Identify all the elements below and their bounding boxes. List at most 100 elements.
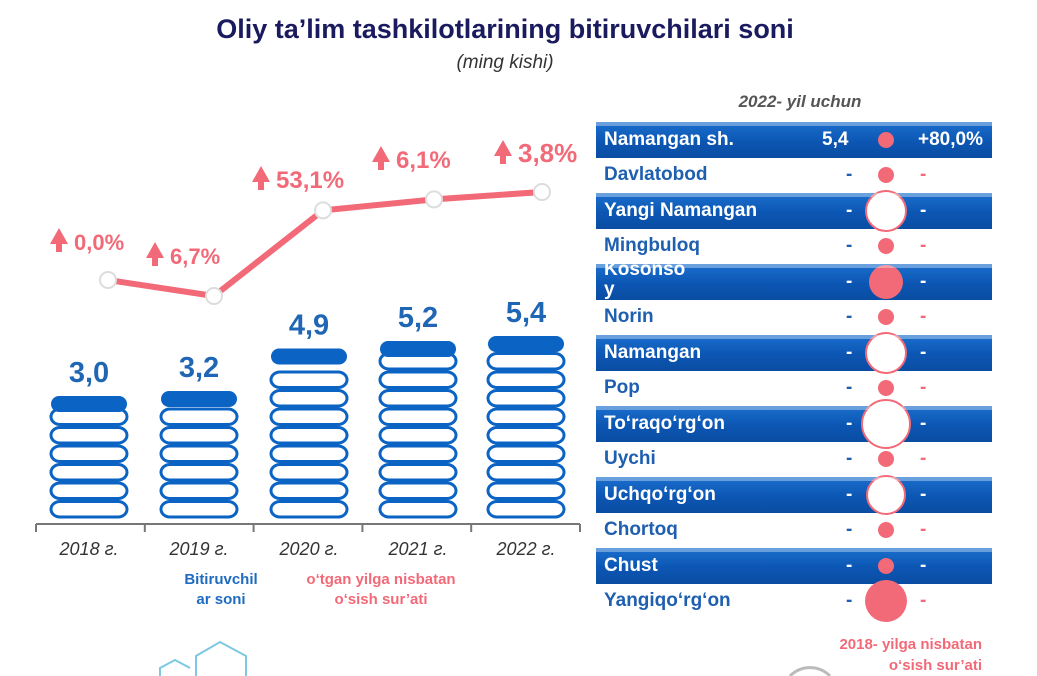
bar-ring [159,407,239,426]
bar-value-label: 5,4 [506,297,546,329]
district-name: Chortoq [604,519,678,541]
district-value: - [846,164,853,186]
district-name: Norin [604,306,654,328]
bar-ring [378,463,458,482]
bar-ring [49,444,129,463]
district-growth: - [920,554,927,576]
district-name: Pop [604,377,640,399]
district-row: Namangan sh. 5,4 +80,0% [596,122,992,158]
bar-ring [486,481,566,500]
district-row: Chust - - [596,548,992,584]
bar-ring [486,407,566,426]
bar-value-label: 3,2 [179,352,219,384]
district-row: Chortoq - - [596,513,992,549]
bar-ring [159,481,239,500]
x-tick-label: 2021 г. [388,539,448,559]
district-row: Mingbuloq - - [596,229,992,265]
bar-ring [486,444,566,463]
district-value: - [846,448,853,470]
district-row: Norin - - [596,300,992,336]
bar-ring [269,500,349,519]
x-tick-label: 2019 г. [169,539,229,559]
district-name: To‘raqo‘rg‘on [604,412,726,434]
growth-label: 53,1% [276,167,344,194]
up-arrow-icon [494,140,512,164]
growth-bubble [866,474,906,515]
district-table: Namangan sh. 5,4 +80,0% Davlatobod - - Yangi N… [596,122,992,623]
bar-ring [49,481,129,500]
growth-label: 0,0% [74,230,124,255]
bar-ring [378,444,458,463]
district-row: Namangan - - [596,331,992,374]
bar-ring [159,463,239,482]
up-arrow-icon [372,146,390,170]
bar-ring [49,463,129,482]
bar-ring [269,370,349,389]
growth-point [205,287,223,305]
growth-point [533,183,551,201]
bar-ring [159,500,239,519]
bar-ring [486,426,566,445]
bar-ring [269,444,349,463]
up-arrow-icon [50,228,68,252]
district-growth: - [920,590,927,612]
district-row: Yangi Namangan - - [596,189,992,232]
bar-ring [269,463,349,482]
bar-ring [378,481,458,500]
bar-cap [161,391,237,407]
x-tick-label: 2018 г. [59,539,119,559]
bar-value-label: 3,0 [69,357,109,389]
bar-ring [159,426,239,445]
bar-value-label: 5,2 [398,302,438,334]
district-value: - [846,412,853,434]
district-growth: - [920,270,927,292]
district-growth: - [920,377,927,399]
district-value: - [846,199,853,221]
bar-ring [486,389,566,408]
bar-ring [269,389,349,408]
district-growth: - [920,412,927,434]
growth-label: 6,7% [170,244,220,269]
bar-ring [378,370,458,389]
district-row: Pop - - [596,371,992,407]
x-tick-label: 2022 г. [496,539,556,559]
district-value: - [846,377,853,399]
district-table-header: 2022- yil uchun [738,92,862,111]
bar-cap [51,396,127,412]
bar-ring [49,426,129,445]
district-name: Uychi [604,448,656,470]
district-name: Chust [604,554,658,576]
growth-label: 6,1% [396,147,451,174]
district-value: - [846,519,853,541]
x-tick-label: 2020 г. [279,539,339,559]
district-growth: - [920,341,927,363]
growth-point [425,190,443,209]
growth-bubble [878,167,894,184]
bar-ring [49,500,129,519]
bar-cap [380,341,456,357]
growth-bubble [865,580,907,623]
bar-cap [488,336,564,352]
bar-ring [378,426,458,445]
district-growth: - [920,199,927,221]
legend-bars: Bitiruvchil ar soni [184,571,258,608]
bar-ring [486,463,566,482]
district-name: Davlatobod [604,164,708,186]
district-growth: - [920,306,927,328]
district-growth: - [920,519,927,541]
district-value: - [846,270,853,292]
bar-ring [159,444,239,463]
growth-label: 3,8% [518,138,577,168]
district-row: To‘raqo‘rg‘on - - [596,398,992,449]
growth-bubble [878,131,894,148]
growth-point [314,201,332,220]
chart-subtitle: (ming kishi) [456,52,554,73]
district-name: Mingbuloq [604,235,701,257]
district-growth: +80,0% [918,128,983,150]
district-row: Yangiqo‘rg‘on - - [596,580,992,623]
district-value: - [846,341,853,363]
bar-ring [486,500,566,519]
district-value: 5,4 [822,128,849,150]
bar-ring [486,370,566,389]
